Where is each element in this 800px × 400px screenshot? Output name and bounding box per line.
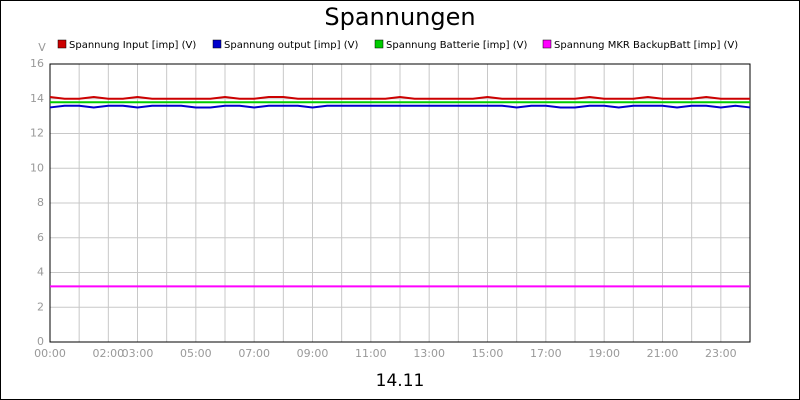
y-tick-label: 16: [30, 57, 44, 70]
x-tick-label: 21:00: [647, 347, 679, 360]
x-tick-label: 11:00: [355, 347, 387, 360]
x-tick-label: 15:00: [472, 347, 504, 360]
legend-label: Spannung Input [imp] (V): [69, 40, 196, 51]
x-tick-label: 07:00: [238, 347, 270, 360]
legend-swatch: [57, 39, 67, 49]
y-tick-label: 4: [37, 266, 44, 279]
legend-label: Spannung output [imp] (V): [224, 40, 358, 51]
y-tick-label: 0: [37, 335, 44, 348]
legend-swatch: [542, 39, 552, 49]
y-tick-label: 6: [37, 231, 44, 244]
x-tick-label: 23:00: [705, 347, 737, 360]
y-tick-label: 8: [37, 196, 44, 209]
y-tick-label: 10: [30, 161, 44, 174]
x-tick-label: 02:00: [92, 347, 124, 360]
plot-border: [49, 63, 751, 343]
y-tick-label: 14: [30, 92, 44, 105]
y-tick-label: 2: [37, 300, 44, 313]
series-line: [49, 104, 751, 109]
x-axis-label: 14.11: [376, 371, 425, 391]
legend-label: Spannung Batterie [imp] (V): [386, 40, 527, 51]
legend-swatch: [212, 39, 222, 49]
x-tick-label: 05:00: [180, 347, 212, 360]
series-line: [49, 96, 750, 100]
x-tick-label: 17:00: [530, 347, 562, 360]
legend-swatch: [374, 39, 384, 49]
x-tick-label: 13:00: [413, 347, 445, 360]
x-tick-label: 09:00: [297, 347, 329, 360]
chart-title: Spannungen: [324, 3, 475, 31]
x-tick-label: 03:00: [122, 347, 154, 360]
y-axis-label: V: [38, 41, 46, 54]
x-tick-label: 00:00: [34, 347, 66, 360]
legend-label: Spannung MKR BackupBatt [imp] (V): [554, 40, 738, 51]
y-tick-label: 12: [30, 127, 44, 140]
x-tick-label: 19:00: [588, 347, 620, 360]
